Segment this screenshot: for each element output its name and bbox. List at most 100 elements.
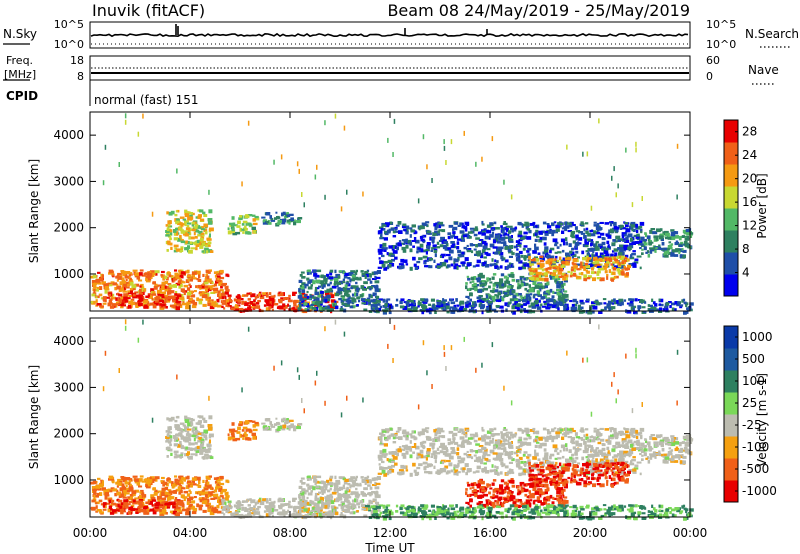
data-cell	[486, 306, 491, 311]
data-cell	[443, 241, 448, 244]
data-cell	[126, 306, 129, 309]
data-cell	[625, 272, 629, 276]
data-cell	[478, 299, 483, 303]
data-cell	[132, 287, 136, 291]
data-cell	[318, 300, 323, 304]
data-cell	[270, 501, 275, 505]
data-cell	[204, 247, 209, 251]
data-cell	[685, 245, 689, 248]
data-cell	[619, 244, 624, 249]
data-cell	[358, 505, 361, 509]
data-cell	[193, 290, 197, 293]
data-cell	[201, 291, 205, 295]
data-cell	[509, 273, 515, 278]
data-cell	[505, 308, 508, 312]
data-cell	[143, 288, 147, 292]
data-cell	[364, 270, 369, 275]
data-cell	[359, 294, 364, 298]
data-cell	[199, 451, 204, 455]
data-cell	[481, 220, 484, 225]
data-cell	[554, 457, 558, 460]
data-cell	[412, 306, 418, 310]
data-cell	[286, 219, 290, 222]
data-cell	[589, 306, 593, 311]
data-cell	[149, 476, 152, 480]
data-cell	[337, 481, 341, 485]
data-cell	[139, 288, 142, 292]
data-cell	[431, 239, 435, 243]
data-cell	[501, 237, 506, 241]
data-cell	[670, 236, 676, 241]
data-cell	[525, 296, 529, 299]
data-cell	[535, 303, 540, 307]
data-cell	[647, 253, 651, 258]
data-cell	[182, 232, 188, 236]
data-cell	[123, 502, 128, 507]
data-cell	[197, 278, 202, 282]
data-cell	[204, 278, 208, 282]
data-cell	[496, 298, 500, 301]
data-cell	[283, 514, 286, 518]
data-cell	[161, 476, 165, 480]
data-cell	[505, 228, 509, 232]
data-cell	[194, 435, 200, 439]
data-cell	[118, 162, 120, 167]
data-cell	[477, 289, 483, 293]
data-cell	[390, 254, 395, 257]
data-cell	[207, 447, 211, 450]
data-cell	[500, 225, 503, 228]
data-cell	[304, 514, 309, 518]
data-cell	[554, 274, 559, 279]
data-cell	[184, 428, 187, 433]
data-cell	[174, 499, 178, 502]
data-cell	[633, 310, 637, 313]
data-cell	[563, 295, 567, 298]
data-cell	[202, 417, 206, 421]
data-cell	[593, 243, 596, 247]
data-cell	[293, 427, 297, 432]
data-cell	[367, 278, 371, 281]
data-cell	[219, 289, 224, 292]
data-cell	[586, 253, 590, 258]
data-cell	[164, 275, 168, 279]
data-cell	[450, 241, 455, 244]
data-cell	[622, 234, 627, 237]
data-cell	[157, 293, 161, 297]
data-cell	[444, 259, 449, 263]
data-cell	[508, 240, 514, 243]
data-cell	[532, 221, 536, 225]
data-cell	[600, 232, 605, 236]
data-cell	[185, 509, 190, 514]
data-cell	[521, 224, 524, 228]
data-cell	[297, 307, 302, 310]
data-cell	[345, 282, 349, 286]
data-cell	[117, 276, 122, 280]
data-cell	[270, 217, 274, 221]
data-cell	[141, 480, 146, 483]
data-cell	[327, 283, 331, 287]
data-cell	[442, 239, 447, 242]
data-cell	[484, 264, 490, 268]
data-cell	[333, 484, 339, 488]
nsky-label: N.Sky	[3, 27, 37, 41]
data-cell	[473, 248, 477, 251]
data-cell	[225, 304, 229, 307]
data-cell	[211, 300, 214, 303]
data-cell	[556, 281, 561, 285]
data-cell	[584, 263, 589, 266]
data-cell	[213, 477, 218, 480]
data-cell	[176, 168, 178, 174]
data-cell	[514, 227, 518, 230]
data-cell	[154, 476, 160, 480]
data-cell	[342, 278, 345, 282]
data-cell	[561, 286, 564, 290]
data-cell	[116, 303, 120, 306]
data-cell	[190, 247, 196, 250]
data-cell	[369, 273, 372, 278]
data-cell	[193, 231, 196, 236]
data-cell	[303, 508, 308, 512]
data-cell	[293, 308, 298, 312]
data-cell	[165, 299, 168, 303]
data-cell	[302, 285, 306, 288]
nave-label: Nave	[748, 63, 779, 77]
